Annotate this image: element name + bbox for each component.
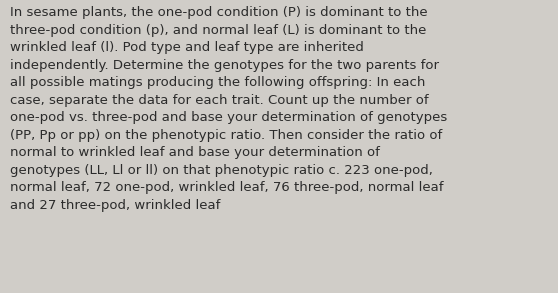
- Text: In sesame plants, the one-pod condition (P) is dominant to the
three-pod conditi: In sesame plants, the one-pod condition …: [10, 6, 448, 212]
